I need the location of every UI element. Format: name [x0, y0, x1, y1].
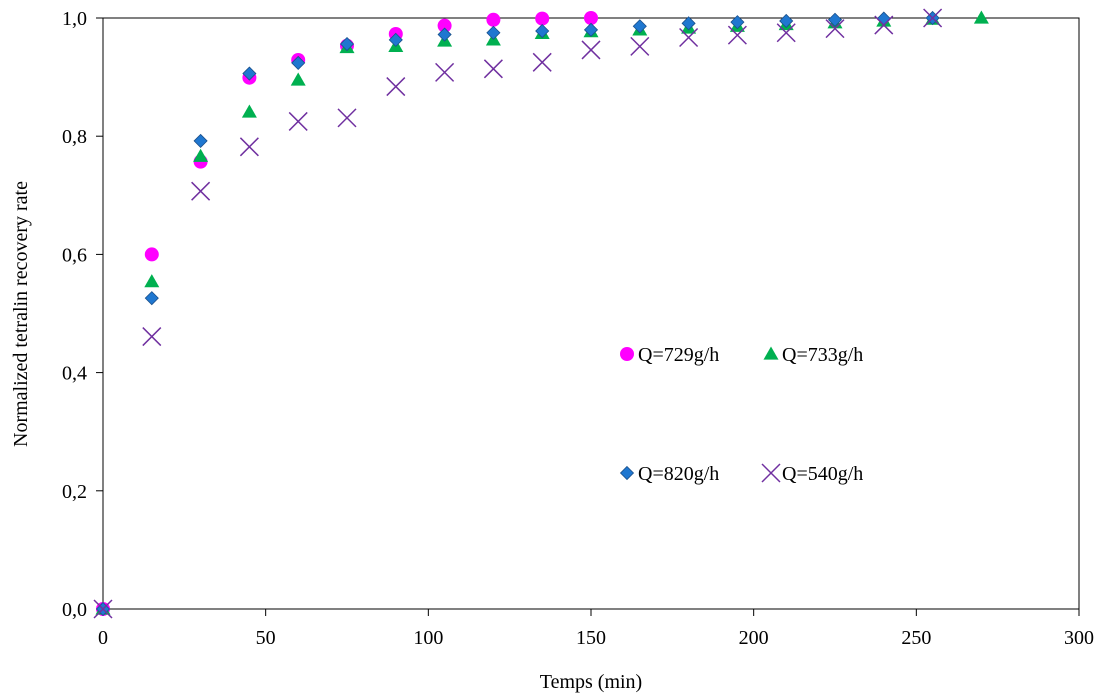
data-point	[193, 148, 209, 162]
data-point	[535, 23, 550, 39]
data-point	[339, 36, 355, 52]
legend-label: Q=733g/h	[782, 344, 863, 366]
y-tick-label: 0,6	[62, 244, 87, 266]
x-tick-label: 0	[98, 627, 108, 649]
y-tick-label: 0,2	[62, 481, 87, 503]
data-point	[584, 11, 598, 25]
y-axis-label: Normalized tetralin recovery rate	[10, 181, 32, 447]
x-axis-label: Temps (min)	[540, 671, 642, 693]
data-point	[779, 13, 794, 29]
data-point	[291, 55, 306, 70]
data-point	[288, 111, 308, 131]
data-point	[290, 72, 306, 86]
data-point	[486, 25, 501, 40]
x-tick-label: 50	[256, 627, 276, 649]
legend-entry: Q=820g/h	[619, 463, 719, 485]
x-tick-label: 100	[413, 627, 443, 649]
legend-entry: Q=729g/h	[620, 344, 719, 366]
data-point	[386, 77, 406, 97]
series-4	[93, 8, 943, 619]
data-point	[874, 15, 894, 35]
x-tick-label: 300	[1064, 627, 1094, 649]
data-point	[632, 19, 647, 34]
legend-label: Q=820g/h	[638, 463, 719, 485]
x-tick-label: 200	[739, 627, 769, 649]
data-point	[435, 62, 455, 82]
data-point	[679, 27, 699, 48]
legend-label: Q=540g/h	[782, 463, 863, 485]
data-point	[191, 181, 211, 201]
data-point	[242, 66, 257, 81]
data-point	[239, 137, 259, 157]
data-point	[532, 52, 552, 72]
data-point	[388, 32, 403, 47]
data-point	[337, 108, 357, 128]
legend-marker	[620, 347, 634, 361]
legend-marker	[763, 346, 779, 360]
data-point	[727, 25, 747, 45]
data-point	[730, 15, 745, 30]
data-point	[193, 133, 208, 148]
data-point	[535, 11, 550, 26]
data-point	[437, 18, 452, 33]
data-point	[827, 12, 843, 27]
y-tick-label: 0,0	[62, 599, 87, 621]
plot-area	[102, 17, 1080, 610]
data-point	[144, 291, 159, 306]
legend-entry: Q=733g/h	[763, 344, 863, 366]
legend-marker	[761, 463, 781, 483]
data-point	[486, 12, 501, 27]
x-axis-ticks: 0 50 100 150 200 250 300	[98, 609, 1094, 649]
y-tick-label: 0,4	[62, 363, 87, 385]
data-point	[923, 8, 943, 28]
y-tick-label: 1,0	[62, 8, 87, 30]
data-point	[142, 327, 162, 347]
x-tick-label: 150	[576, 627, 606, 649]
data-point	[241, 104, 257, 118]
data-point	[581, 40, 601, 60]
data-point	[681, 16, 696, 31]
data-point	[825, 19, 845, 39]
y-tick-label: 0,8	[62, 126, 87, 148]
legend-entry: Q=540g/h	[761, 463, 863, 485]
legend: Q=729g/h Q=733g/h Q=820g/h Q=540g/h	[619, 344, 863, 485]
data-point	[583, 22, 599, 37]
legend-marker	[619, 465, 635, 481]
y-axis-ticks: 0,0 0,2 0,4 0,6 0,8 1,0	[62, 8, 103, 621]
data-point	[437, 27, 452, 42]
series-3	[95, 10, 940, 617]
legend-label: Q=729g/h	[638, 344, 719, 366]
data-point	[483, 59, 503, 79]
x-tick-label: 250	[901, 627, 931, 649]
data-point	[973, 10, 989, 24]
data-point	[93, 599, 113, 619]
data-point	[144, 247, 159, 262]
data-point	[776, 23, 796, 43]
data-points	[93, 8, 989, 619]
data-point	[630, 36, 650, 56]
data-point	[144, 274, 160, 288]
